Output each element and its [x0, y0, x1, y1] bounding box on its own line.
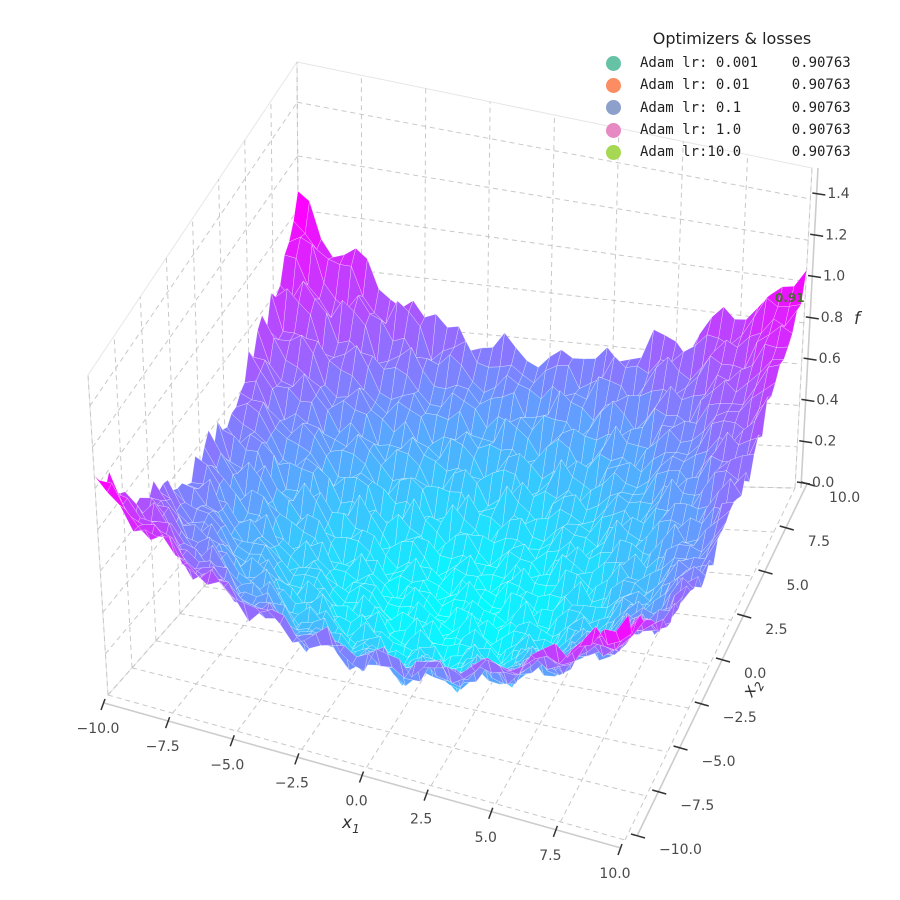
- legend-label: Adam lr: 0.01 0.90763: [640, 77, 851, 94]
- y-tick-label: −10.0: [659, 842, 702, 858]
- grid-line: [89, 101, 298, 407]
- legend-label: Adam lr:10.0 0.90763: [640, 144, 851, 161]
- y-tick-label: −5.0: [702, 754, 736, 770]
- x-tick-mark: [552, 825, 559, 838]
- z-tick-label: 1.0: [823, 269, 845, 285]
- x-tick-label: 7.5: [539, 848, 561, 864]
- x-tick-label: 10.0: [599, 866, 630, 882]
- z-tick-label: 0.4: [816, 392, 838, 408]
- z-tick-label: 0.8: [821, 310, 843, 326]
- legend-entry: Adam lr: 0.001 0.90763: [600, 52, 890, 74]
- x-tick-label: 2.5: [410, 812, 432, 828]
- grid-line: [297, 101, 811, 200]
- x-tick-mark: [229, 734, 235, 747]
- y-tick-mark: [673, 745, 688, 751]
- z-tick-mark: [805, 316, 819, 320]
- z-tick-label: 1.4: [827, 186, 849, 202]
- legend-entry: Adam lr: 1.0 0.90763: [600, 119, 890, 141]
- x-tick-mark: [294, 753, 300, 765]
- x-axis-label-subscript: 1: [352, 822, 360, 836]
- x-tick-mark: [164, 716, 171, 729]
- z-tick-mark: [812, 192, 826, 196]
- grid-line: [192, 218, 205, 587]
- x-tick-mark: [488, 807, 494, 820]
- z-tick-mark: [796, 481, 811, 485]
- legend-marker: [606, 55, 621, 71]
- y-tick-mark: [758, 569, 773, 575]
- y-tick-mark: [715, 657, 731, 663]
- z-tick-mark: [801, 398, 815, 403]
- z-tick-mark: [799, 439, 813, 444]
- grid-line: [94, 209, 299, 489]
- z-tick-label: 0.0: [812, 475, 834, 491]
- z-tick-label: 0.2: [814, 434, 836, 450]
- y-tick-label: −7.5: [680, 798, 714, 814]
- x-tick-mark: [423, 789, 429, 801]
- x-axis-label: x1: [341, 813, 360, 836]
- legend: Optimizers & losses Adam lr: 0.001 0.907…: [600, 29, 890, 163]
- y-tick-mark: [630, 833, 646, 839]
- z-tick-mark: [807, 274, 822, 279]
- grid-line: [624, 487, 796, 841]
- x-tick-label: −10.0: [77, 721, 120, 737]
- legend-label: Adam lr: 1.0 0.90763: [640, 122, 851, 139]
- grid-line: [139, 296, 157, 641]
- legend-marker: [606, 122, 621, 138]
- legend-entry: Adam lr:10.0 0.90763: [600, 141, 890, 163]
- x-tick-label: 0.0: [345, 794, 367, 810]
- z-axis-label: f: [854, 309, 863, 329]
- x-tick-mark: [358, 771, 365, 783]
- y-tick-mark: [694, 701, 709, 707]
- y-tick-mark: [652, 789, 667, 795]
- legend-marker: [606, 100, 621, 116]
- grid-line: [297, 209, 807, 283]
- z-tick-label: 0.6: [819, 351, 841, 367]
- surface-cell: [615, 614, 633, 642]
- legend-entry: Adam lr: 0.01 0.90763: [600, 74, 890, 96]
- y-tick-label: 10.0: [829, 490, 860, 506]
- legend-entry: Adam lr: 0.1 0.90763: [600, 97, 890, 119]
- z-axis-line: [800, 167, 819, 489]
- legend-marker: [606, 144, 621, 160]
- x-tick-mark: [617, 843, 623, 856]
- y-tick-label: −2.5: [723, 710, 757, 726]
- y-tick-label: 5.0: [787, 578, 809, 594]
- x-tick-label: −5.0: [210, 757, 244, 773]
- legend-title: Optimizers & losses: [652, 29, 812, 48]
- x-tick-label: −7.5: [146, 739, 180, 755]
- y-tick-label: 0.0: [744, 666, 766, 682]
- point-annotation: 0.91: [775, 291, 805, 305]
- grid-line: [107, 477, 301, 696]
- legend-marker: [606, 77, 621, 93]
- legend-label: Adam lr: 0.001 0.90763: [640, 55, 851, 72]
- z-tick-mark: [803, 357, 817, 361]
- surface: [94, 190, 807, 694]
- grid-line: [131, 667, 647, 797]
- y-tick-mark: [737, 613, 752, 619]
- y-tick-label: 7.5: [808, 534, 830, 550]
- x-tick-label: 5.0: [475, 830, 497, 846]
- y-tick-label: 2.5: [765, 622, 787, 638]
- grid-line: [97, 262, 299, 531]
- x-tick-mark: [100, 698, 106, 711]
- legend-label: Adam lr: 0.1 0.90763: [640, 99, 851, 116]
- ticks: −10.0−7.5−5.0−2.50.02.55.07.510.0−10.0−7…: [77, 186, 861, 882]
- z-tick-mark: [810, 233, 824, 237]
- x-tick-label: −2.5: [275, 775, 309, 791]
- y-tick-mark: [779, 525, 794, 531]
- grid-line: [547, 114, 555, 484]
- z-tick-label: 1.2: [825, 227, 847, 243]
